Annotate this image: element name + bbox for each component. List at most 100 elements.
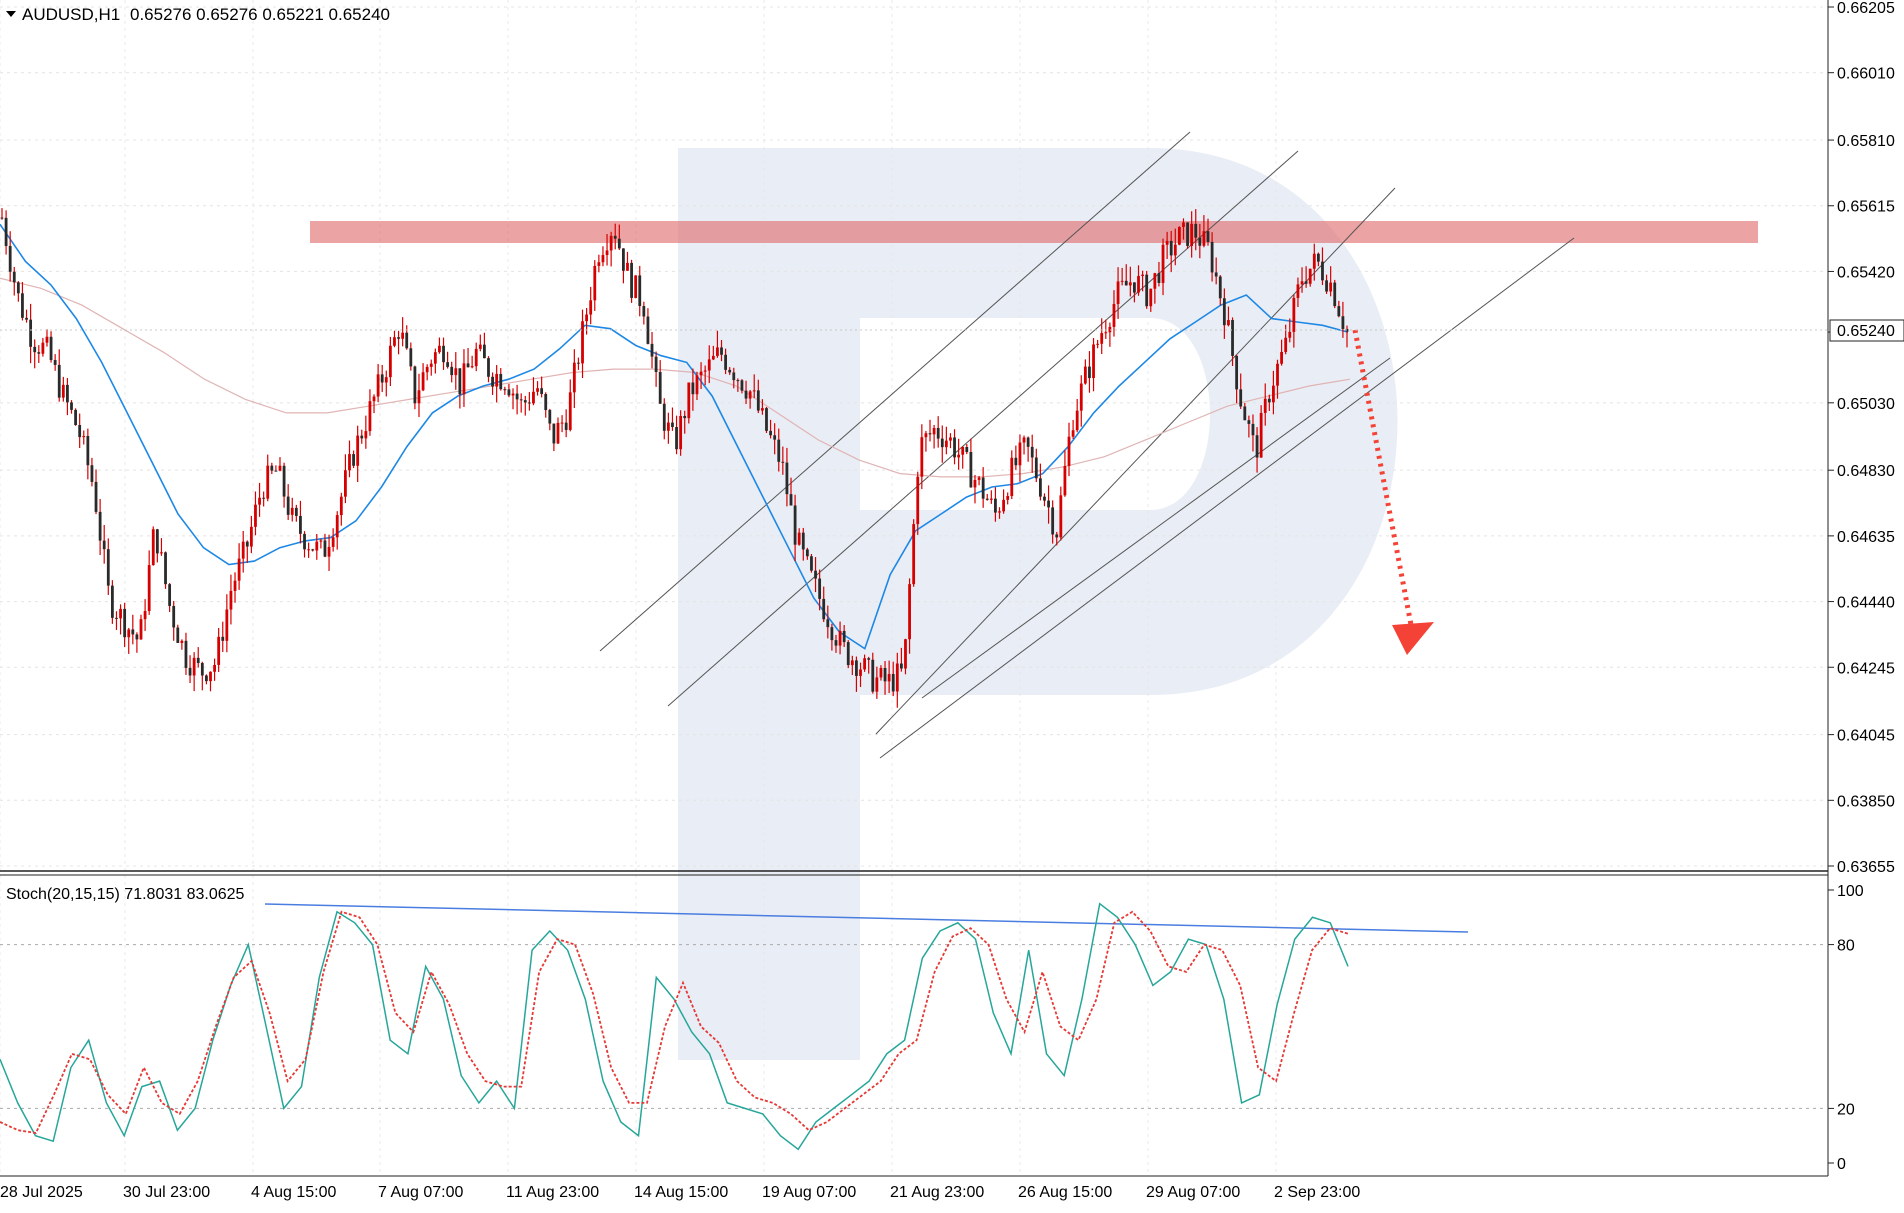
y-tick-label: 0.64245 xyxy=(1837,660,1895,677)
candle-body xyxy=(760,408,764,411)
candle-body xyxy=(699,371,703,376)
y-tick-label: 0.66205 xyxy=(1837,0,1895,17)
candle-body xyxy=(1079,383,1083,411)
channel-line xyxy=(875,187,1396,735)
x-tick-label: 11 Aug 23:00 xyxy=(506,1184,599,1201)
candle-body xyxy=(887,673,891,682)
candle-body xyxy=(33,346,37,353)
price-grid xyxy=(0,0,1828,1176)
candle-body xyxy=(1038,478,1042,497)
y-tick-label: 0.64830 xyxy=(1837,463,1895,480)
candle-body xyxy=(147,565,151,612)
current-price-value: 0.65240 xyxy=(1837,323,1895,340)
candle-body xyxy=(123,608,127,638)
candle-body xyxy=(683,415,687,419)
candle-body xyxy=(994,498,997,513)
candle-body xyxy=(1173,244,1177,256)
candle-body xyxy=(12,271,16,283)
candle-body xyxy=(131,629,135,635)
candle-body xyxy=(1137,276,1140,293)
candle-body xyxy=(691,382,695,395)
candle-body xyxy=(491,376,494,387)
candle-body xyxy=(25,317,28,320)
candle-body xyxy=(376,374,380,397)
candle-body xyxy=(205,675,208,682)
candle-body xyxy=(249,526,253,547)
candle-body xyxy=(957,454,961,458)
candle-body xyxy=(135,634,139,640)
candle-body xyxy=(609,235,613,251)
candle-body xyxy=(311,549,315,551)
candle-body xyxy=(626,262,629,271)
symbol-menu-icon[interactable] xyxy=(6,11,16,17)
candle-body xyxy=(335,515,339,538)
candle-body xyxy=(1304,281,1308,284)
candle-body xyxy=(384,377,388,383)
candle-body xyxy=(339,496,343,516)
candle-body xyxy=(924,433,928,438)
candle-body xyxy=(879,667,883,678)
candle-body xyxy=(429,363,433,367)
candle-body xyxy=(352,454,355,466)
candle-body xyxy=(969,451,973,488)
candle-body xyxy=(777,439,781,462)
symbol-title: AUDUSD,H1 xyxy=(22,5,120,24)
candle-body xyxy=(871,659,875,692)
candle-body xyxy=(176,627,180,643)
candle-body xyxy=(511,393,515,396)
candle-body xyxy=(143,611,147,620)
candle-body xyxy=(106,549,110,586)
candle-body xyxy=(630,262,633,298)
candle-body xyxy=(425,366,429,373)
channel-line xyxy=(921,357,1391,699)
candle-body xyxy=(1075,410,1079,431)
candle-body xyxy=(37,352,41,354)
candle-body xyxy=(225,609,229,641)
y-tick-label: 0.65615 xyxy=(1837,199,1895,216)
candle-body xyxy=(1092,344,1095,379)
candle-body xyxy=(45,336,49,343)
candle-body xyxy=(348,454,351,471)
candle-body xyxy=(532,391,535,404)
candle-body xyxy=(278,465,282,471)
candle-body xyxy=(846,642,850,666)
candle-body xyxy=(1321,261,1324,281)
candle-body xyxy=(1120,280,1124,282)
candle-body xyxy=(442,345,445,363)
candle-body xyxy=(720,347,723,355)
candle-body xyxy=(646,316,650,344)
candle-body xyxy=(1161,244,1165,283)
y-tick-label: 0.66010 xyxy=(1837,66,1895,83)
candle-body xyxy=(172,605,176,628)
candle-body xyxy=(671,422,674,428)
candle-body xyxy=(650,343,654,357)
candle-body xyxy=(1153,273,1157,289)
y-tick-label: 0.64045 xyxy=(1837,728,1895,745)
ma-fast-line xyxy=(0,223,1349,650)
candle-body xyxy=(944,440,948,448)
price-axis[interactable]: 0.66205 0.66010 0.65810 0.65615 0.65420 0.650… xyxy=(1828,0,1895,876)
candle-body xyxy=(519,399,523,401)
candle-body xyxy=(421,372,425,391)
candle-body xyxy=(155,529,159,554)
candle-body xyxy=(703,370,707,372)
candle-body xyxy=(458,368,462,395)
candle-body xyxy=(483,344,486,359)
candle-body xyxy=(1316,253,1320,262)
candle-body xyxy=(364,431,368,439)
candle-body xyxy=(965,446,969,452)
stoch-tick-label: 20 xyxy=(1837,1101,1855,1118)
candle-body xyxy=(1190,223,1194,246)
stoch-main-line xyxy=(0,902,1349,1151)
candle-body xyxy=(1014,457,1018,466)
candle-body xyxy=(164,552,167,585)
candle-body xyxy=(634,275,638,298)
candle-body xyxy=(932,428,936,435)
candle-body xyxy=(127,629,131,638)
time-axis[interactable]: 28 Jul 2025 30 Jul 23:00 4 Aug 15:00 7 Aug … xyxy=(0,1184,1360,1201)
candle-body xyxy=(1067,436,1071,466)
candle-body xyxy=(805,549,809,557)
candle-body xyxy=(527,402,531,404)
